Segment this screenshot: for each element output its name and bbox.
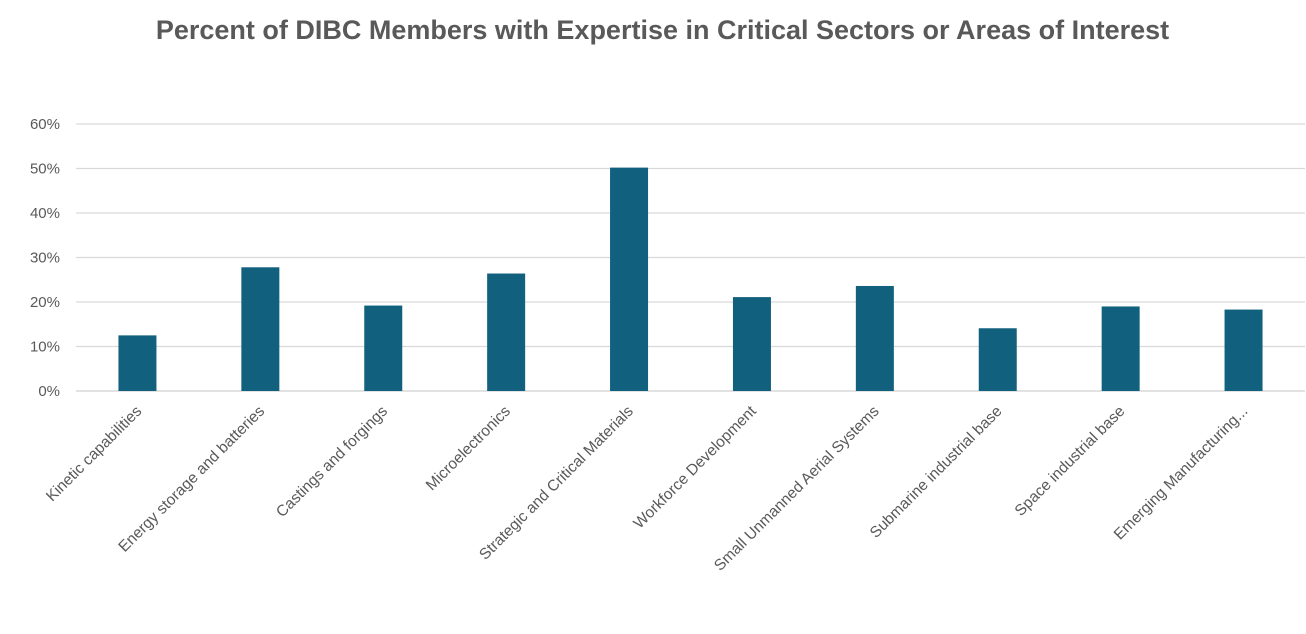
bar: [241, 267, 280, 391]
bars: [118, 167, 1263, 391]
x-tick-label: Space industrial base: [1012, 403, 1129, 520]
bar: [1101, 306, 1140, 391]
y-tick-label: 40%: [30, 205, 60, 222]
y-tick-label: 10%: [30, 339, 60, 356]
bar: [978, 328, 1017, 391]
bar: [118, 335, 157, 391]
x-tick-label: Energy storage and batteries: [115, 403, 268, 556]
bar: [487, 273, 526, 391]
x-tick-label: Castings and forgings: [273, 403, 391, 521]
y-tick-label: 50%: [30, 161, 60, 178]
chart-title: Percent of DIBC Members with Expertise i…: [155, 15, 1170, 45]
x-tick-label: Kinetic capabilities: [43, 403, 145, 505]
y-tick-label: 20%: [30, 294, 60, 311]
y-tick-label: 60%: [30, 116, 60, 133]
gridlines: [76, 123, 1305, 392]
bar: [364, 305, 403, 391]
x-tick-label: Workforce Development: [630, 402, 760, 532]
x-tick-label: Microelectronics: [423, 403, 514, 494]
bar: [855, 285, 894, 391]
bar: [610, 167, 649, 391]
y-tick-label: 30%: [30, 250, 60, 267]
y-axis-tick-labels: 0% 10% 20% 30% 40% 50% 60%: [30, 116, 60, 400]
bar: [732, 297, 771, 391]
x-tick-label: Emerging Manufacturing...: [1111, 403, 1252, 544]
x-tick-label: Submarine industrial base: [867, 403, 1006, 542]
bar: [1224, 309, 1263, 391]
y-tick-label: 0%: [38, 383, 60, 400]
